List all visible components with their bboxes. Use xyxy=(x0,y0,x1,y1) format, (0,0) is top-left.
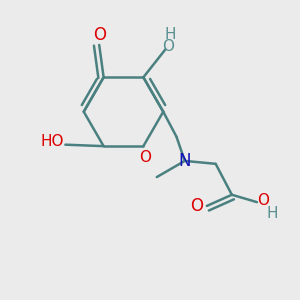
Text: H: H xyxy=(164,27,176,42)
Text: O: O xyxy=(93,26,106,44)
Text: O: O xyxy=(190,197,203,215)
Text: N: N xyxy=(178,152,191,170)
Text: H: H xyxy=(266,206,278,221)
Text: HO: HO xyxy=(40,134,64,149)
Text: O: O xyxy=(139,150,151,165)
Text: O: O xyxy=(162,39,174,54)
Text: O: O xyxy=(257,193,269,208)
